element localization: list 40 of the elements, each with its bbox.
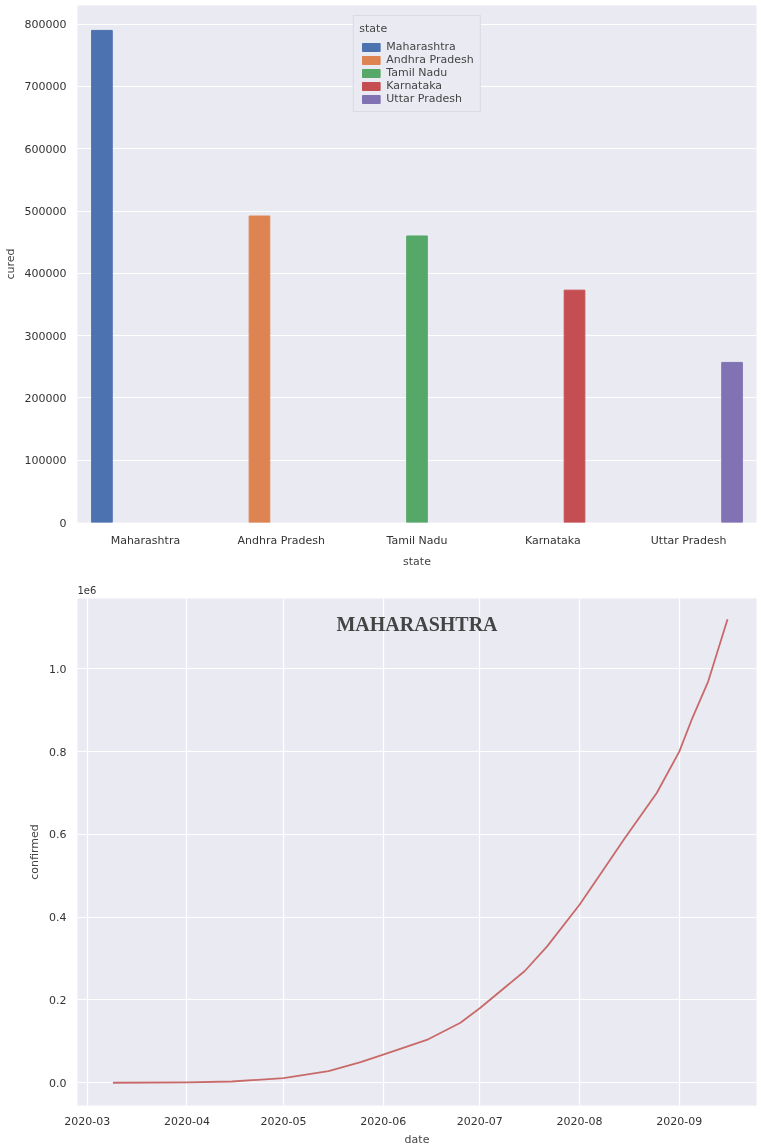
x-tick-label: Uttar Pradesh <box>650 533 727 547</box>
x-tick-label: Karnataka <box>524 533 581 547</box>
x-tick-label: 2020-04 <box>163 1114 210 1128</box>
y-tick-label: 1.0 <box>49 662 67 676</box>
x-axis-title: state <box>403 554 432 568</box>
y-tick-label: 800000 <box>24 18 67 32</box>
y-tick-label: 400000 <box>24 267 67 281</box>
y-axis-title: confirmed <box>28 824 42 880</box>
y-tick-label: 100000 <box>24 454 67 468</box>
text: 1e6 <box>77 584 97 596</box>
x-tick-label: Tamil Nadu <box>385 533 448 547</box>
y-tick-label: 0 <box>59 516 67 530</box>
y-tick-label: 600000 <box>24 142 67 156</box>
y-tick-label: 500000 <box>24 205 67 219</box>
x-tick-label: 2020-08 <box>556 1114 603 1128</box>
y-tick-label: 300000 <box>24 329 67 343</box>
x-tick-label: 2020-07 <box>456 1114 503 1128</box>
line-series <box>112 618 729 1084</box>
y-tick-label: 0.0 <box>49 1076 67 1090</box>
y-axis-title: cured <box>3 248 17 280</box>
x-axis-title: date <box>404 1132 430 1146</box>
y-tick-label: 0.4 <box>49 911 67 925</box>
legend-label: Karnataka <box>386 79 443 92</box>
x-tick-label: Maharashtra <box>110 533 181 547</box>
x-tick-label: 2020-03 <box>64 1114 111 1128</box>
y-tick-label: 0.2 <box>49 993 67 1007</box>
x-tick-label: 2020-09 <box>656 1114 703 1128</box>
legend-title: state <box>359 22 389 35</box>
y-tick-label: 0.8 <box>49 745 67 759</box>
x-tick-label: Andhra Pradesh <box>237 533 325 547</box>
x-tick-label: 2020-06 <box>360 1114 407 1128</box>
y-tick-label: 200000 <box>24 391 67 405</box>
y-tick-label: 0.6 <box>49 828 67 842</box>
text: MAHARASHTRA <box>336 612 499 635</box>
x-tick-label: 2020-05 <box>260 1114 307 1128</box>
legend-label: Uttar Pradesh <box>386 92 462 105</box>
y-tick-label: 700000 <box>24 80 67 94</box>
legend-label: Andhra Pradesh <box>386 53 474 66</box>
legend-label: Tamil Nadu <box>386 66 448 79</box>
legend-label: Maharashtra <box>386 40 456 53</box>
